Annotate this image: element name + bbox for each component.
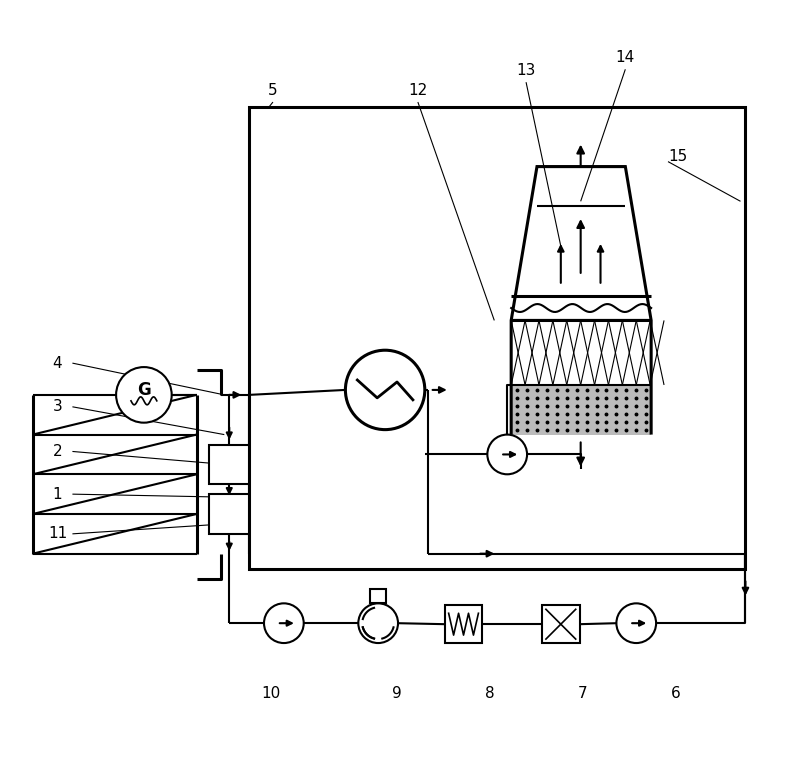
Bar — [511, 385, 651, 435]
Text: 1: 1 — [53, 487, 62, 502]
Text: G: G — [137, 381, 150, 399]
Text: 14: 14 — [616, 50, 635, 65]
Bar — [249, 107, 746, 569]
Bar — [210, 444, 249, 484]
Text: 12: 12 — [408, 83, 427, 98]
Bar — [511, 320, 651, 385]
Bar — [445, 606, 482, 643]
Text: 15: 15 — [668, 149, 687, 164]
Text: 9: 9 — [392, 686, 402, 701]
Text: 3: 3 — [53, 399, 62, 414]
Circle shape — [358, 603, 398, 643]
Circle shape — [116, 367, 172, 422]
Text: 8: 8 — [485, 686, 494, 701]
Text: 11: 11 — [48, 526, 67, 541]
Bar — [542, 606, 580, 643]
Bar — [370, 590, 386, 603]
Bar — [210, 494, 249, 534]
Text: 5: 5 — [268, 83, 278, 98]
Circle shape — [487, 435, 527, 475]
Text: 6: 6 — [671, 686, 681, 701]
Circle shape — [264, 603, 304, 643]
Text: 7: 7 — [578, 686, 587, 701]
Circle shape — [346, 350, 425, 430]
Text: 10: 10 — [262, 686, 281, 701]
Text: 4: 4 — [53, 356, 62, 371]
Text: 2: 2 — [53, 444, 62, 459]
Circle shape — [617, 603, 656, 643]
Text: 13: 13 — [516, 63, 536, 78]
